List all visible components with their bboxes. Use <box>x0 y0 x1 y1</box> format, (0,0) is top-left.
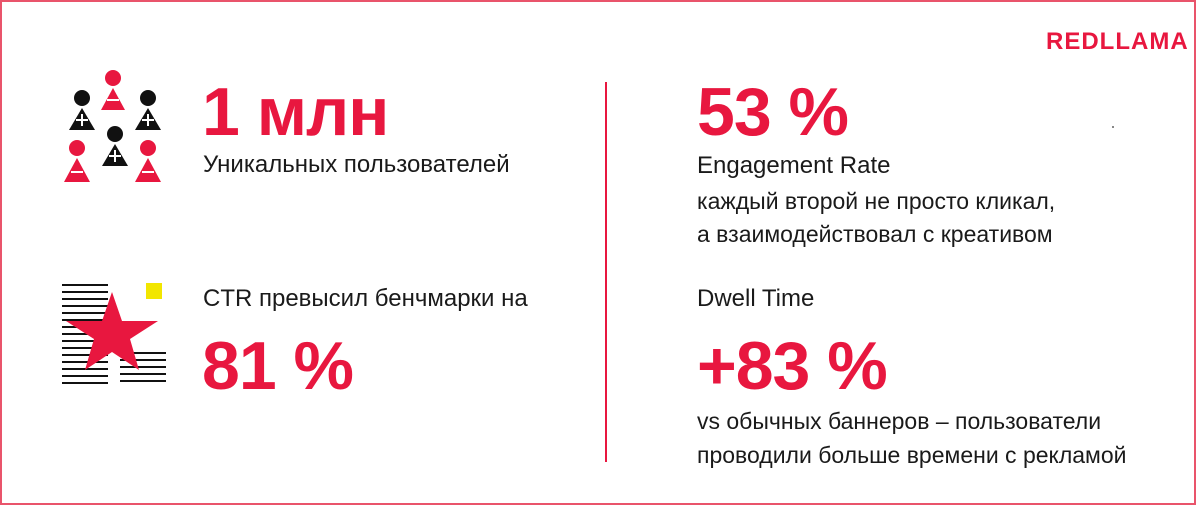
users-caption: Уникальных пользователей <box>203 151 510 178</box>
ctr-value: 81 % <box>202 328 354 404</box>
dwell-value: +83 % <box>697 328 888 404</box>
vertical-divider <box>605 82 607 462</box>
decorative-dot <box>1112 126 1114 128</box>
engagement-value: 53 % <box>697 74 849 150</box>
people-group-icon <box>64 70 161 182</box>
star-document-icon <box>62 283 166 384</box>
engagement-desc-line2: а взаимодействовал с креативом <box>697 221 1053 247</box>
person-red-right <box>135 140 161 182</box>
person-red-top <box>101 70 125 110</box>
engagement-desc-line1: каждый второй не просто кликал, <box>697 188 1056 214</box>
dwell-desc-line2: проводили больше времени с рекламой <box>697 442 1127 468</box>
ctr-caption: CTR превысил бенчмарки на <box>203 285 528 312</box>
person-red-left <box>64 140 90 182</box>
brand-logo: REDLLAMA <box>1046 28 1189 55</box>
document-lines <box>62 284 166 384</box>
star-shape <box>66 292 158 370</box>
users-count: 1 млн <box>202 74 389 150</box>
person-black-right <box>135 90 161 130</box>
person-black-left <box>69 90 95 130</box>
yellow-square <box>146 283 162 299</box>
dwell-title: Dwell Time <box>697 285 815 312</box>
engagement-title: Engagement Rate <box>697 152 891 179</box>
person-black-center <box>102 126 128 166</box>
dwell-desc-line1: vs обычных баннеров – пользователи <box>697 408 1102 434</box>
